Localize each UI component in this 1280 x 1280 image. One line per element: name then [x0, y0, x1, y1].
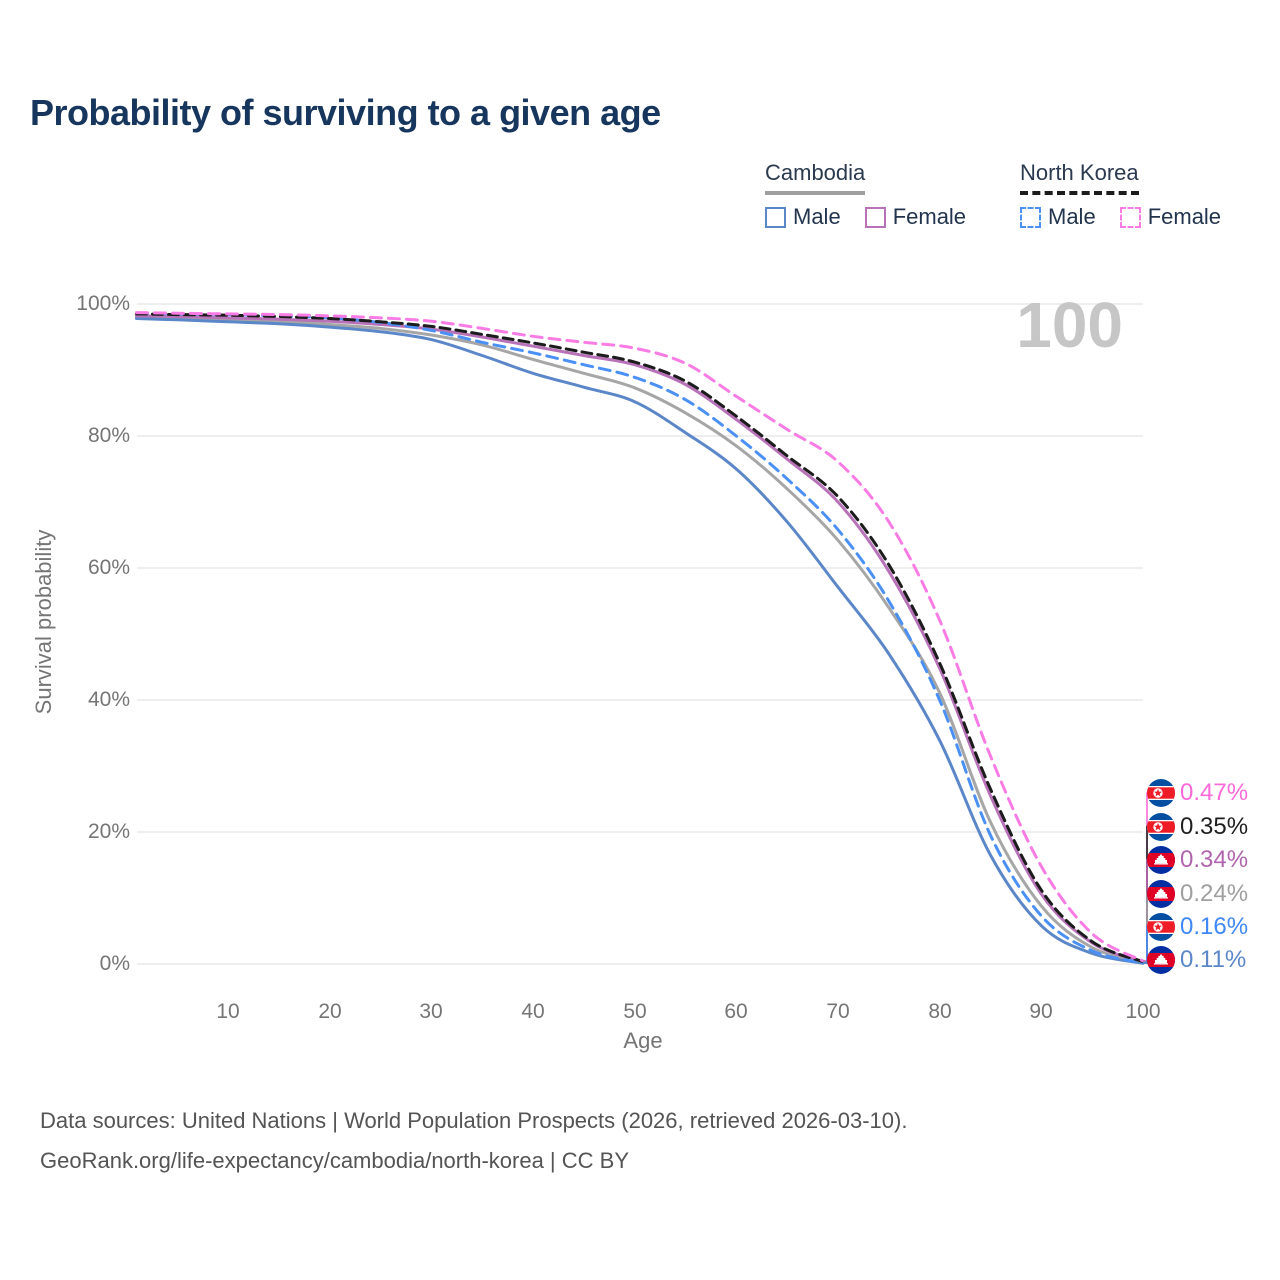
legend-header-north-korea[interactable]: North Korea — [1020, 160, 1139, 195]
cambodia-male-swatch-icon — [765, 206, 786, 228]
x-tick-70: 70 — [826, 1000, 850, 1023]
north-korea-female-swatch-icon — [1119, 206, 1141, 228]
x-tick-80: 80 — [928, 1000, 952, 1023]
y-tick-40: 40% — [87, 688, 130, 711]
end-label-north-korea-female: 0.47% — [1147, 778, 1248, 808]
y-tick-100: 100% — [76, 292, 130, 315]
y-tick-60: 60% — [87, 556, 130, 579]
legend-item-north-korea-female[interactable]: Female — [1119, 204, 1222, 230]
end-label-value: 0.35% — [1180, 813, 1249, 840]
x-tick-100: 100 — [1125, 1000, 1161, 1023]
legend-label: Female — [892, 204, 967, 229]
x-tick-90: 90 — [1029, 1000, 1053, 1023]
legend-group-north-korea: North Korea Male Female — [1020, 160, 1221, 230]
series-line-cambodia-male[interactable] — [135, 317, 1145, 965]
north-korea-male-swatch-icon — [1020, 206, 1041, 228]
legend-group-cambodia: Cambodia Male Female — [765, 160, 966, 230]
legend-item-north-korea-male[interactable]: Male — [1020, 204, 1096, 230]
x-tick-20: 20 — [318, 1000, 342, 1023]
end-label-cambodia-male: 0.11% — [1147, 945, 1246, 975]
y-tick-20: 20% — [87, 820, 130, 843]
series-line-north-korea-female[interactable] — [135, 311, 1145, 963]
y-tick-0: 0% — [99, 952, 130, 975]
series-line-cambodia-total[interactable] — [135, 315, 1145, 964]
end-label-value: 0.34% — [1180, 846, 1249, 873]
series-line-north-korea-male[interactable] — [135, 311, 1145, 965]
legend-item-cambodia-male[interactable]: Male — [765, 204, 841, 230]
end-label-value: 0.24% — [1180, 880, 1249, 907]
legend-label: Male — [793, 204, 841, 229]
legend-header-cambodia[interactable]: Cambodia — [765, 160, 866, 195]
end-label-value: 0.16% — [1180, 913, 1249, 940]
x-axis-title: Age — [623, 1028, 663, 1053]
end-label-value: 0.47% — [1180, 779, 1249, 806]
end-label-north-korea-total: 0.35% — [1147, 812, 1248, 842]
age-cursor-label: 100 — [1016, 289, 1123, 361]
end-label-north-korea-male: 0.16% — [1147, 912, 1248, 942]
end-label-cambodia-female: 0.34% — [1147, 845, 1248, 875]
series-line-north-korea-total[interactable] — [135, 312, 1145, 964]
cambodia-flag-icon — [1147, 880, 1175, 908]
x-tick-50: 50 — [623, 1000, 647, 1023]
north-korea-flag-icon — [1147, 813, 1175, 841]
x-tick-40: 40 — [521, 1000, 545, 1023]
cambodia-flag-icon — [1147, 846, 1175, 874]
chart-title: Probability of surviving to a given age — [30, 92, 661, 133]
x-tick-10: 10 — [216, 1000, 240, 1023]
x-tick-60: 60 — [724, 1000, 748, 1023]
x-tick-30: 30 — [419, 1000, 443, 1023]
north-korea-flag-icon — [1147, 913, 1175, 941]
end-label-value: 0.11% — [1180, 946, 1247, 973]
data-sources-text: Data sources: United Nations | World Pop… — [40, 1108, 908, 1133]
y-axis-title: Survival probability — [31, 529, 56, 715]
legend-label: Male — [1048, 204, 1096, 229]
y-tick-80: 80% — [87, 424, 130, 447]
end-label-cambodia-total: 0.24% — [1147, 879, 1248, 909]
cambodia-flag-icon — [1147, 946, 1175, 974]
legend-label: Female — [1147, 204, 1222, 229]
cambodia-female-swatch-icon — [864, 206, 886, 228]
attribution-link-text[interactable]: GeoRank.org/life-expectancy/cambodia/nor… — [40, 1148, 629, 1173]
series-line-cambodia-female[interactable] — [135, 314, 1145, 964]
legend-item-cambodia-female[interactable]: Female — [864, 204, 967, 230]
north-korea-flag-icon — [1147, 779, 1175, 807]
